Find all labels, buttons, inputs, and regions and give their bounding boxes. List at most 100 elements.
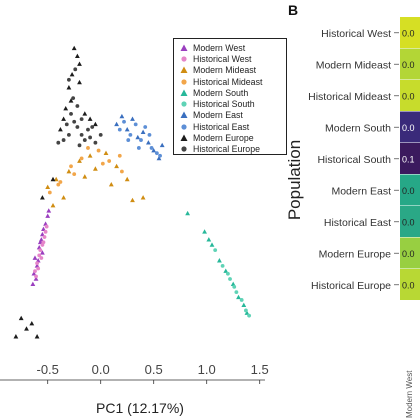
point-modern-mideast	[124, 176, 130, 182]
point-historical-south	[239, 298, 244, 302]
point-historical-east	[133, 122, 138, 127]
point-modern-east	[159, 142, 165, 148]
point-historical-europe	[61, 138, 66, 142]
point-historical-east	[128, 132, 133, 137]
point-modern-west	[38, 237, 44, 242]
point-modern-europe	[93, 121, 98, 127]
heatmap-cell	[400, 237, 420, 269]
point-historical-south	[228, 277, 232, 281]
point-historical-east	[139, 138, 143, 142]
point-modern-mideast	[140, 195, 146, 200]
heatmap-cell	[400, 111, 420, 143]
legend-item: Historical Europe	[179, 144, 286, 155]
x-tick-label: 0.0	[92, 362, 110, 377]
point-modern-europe	[69, 71, 75, 77]
point-modern-south	[236, 294, 241, 300]
heatmap-row-label: Historical Mideast	[308, 91, 391, 103]
heatmap-cell	[400, 17, 420, 48]
legend: Modern West Historical West Modern Mideast…	[173, 38, 287, 155]
point-historical-europe	[69, 111, 73, 116]
heatmap-y-axis-title: Population	[285, 140, 304, 220]
point-modern-mideast	[93, 166, 98, 171]
point-modern-mideast	[82, 174, 88, 179]
point-modern-west	[45, 213, 51, 218]
point-historical-europe	[75, 104, 80, 108]
point-modern-europe	[13, 334, 19, 339]
point-modern-mideast	[61, 195, 66, 200]
point-historical-europe	[82, 138, 87, 142]
legend-label: Historical East	[193, 121, 250, 132]
point-historical-mideast	[120, 169, 124, 174]
point-modern-europe	[77, 79, 82, 85]
point-modern-europe	[40, 195, 45, 200]
point-historical-europe	[71, 96, 76, 101]
heatmap-cell	[400, 174, 420, 206]
point-historical-south	[232, 284, 237, 289]
legend-label: Modern East	[193, 110, 243, 121]
point-historical-mideast	[79, 156, 84, 161]
point-historical-west	[34, 274, 38, 279]
point-modern-south	[206, 237, 212, 242]
heatmap-column-label: Modern West	[405, 370, 414, 418]
point-modern-europe	[29, 320, 35, 326]
point-modern-europe	[18, 315, 24, 321]
point-modern-europe	[77, 61, 82, 66]
legend-item: Modern East	[179, 110, 286, 121]
point-historical-east	[122, 119, 126, 124]
point-historical-europe	[86, 127, 90, 132]
point-modern-east	[135, 134, 141, 140]
heatmap: Population Historical West 0.0 Modern Midea…	[285, 17, 420, 418]
triangle-marker-icon	[179, 133, 189, 143]
circle-marker-icon	[179, 54, 189, 64]
point-modern-west	[40, 231, 45, 237]
point-historical-south	[213, 248, 218, 253]
legend-item: Historical Mideast	[179, 76, 286, 87]
point-modern-south	[230, 281, 236, 287]
point-historical-europe	[93, 140, 98, 145]
point-historical-europe	[73, 67, 78, 72]
point-modern-west	[32, 255, 38, 260]
point-historical-mideast	[86, 146, 90, 150]
point-historical-east	[117, 127, 122, 132]
point-modern-south	[202, 229, 207, 234]
point-historical-west	[41, 240, 46, 245]
legend-item: Modern South	[179, 87, 286, 98]
point-modern-east	[130, 116, 135, 121]
heatmap-cell	[400, 48, 420, 80]
x-axis: -0.5 0.0 0.5 1.0 1.5	[0, 362, 269, 384]
point-historical-west	[44, 224, 49, 229]
heatmap-cell-value: 0.0	[402, 91, 415, 101]
point-modern-mideast	[66, 168, 72, 174]
heatmap-cell	[400, 80, 420, 111]
triangle-marker-icon	[179, 65, 189, 75]
point-modern-west	[30, 281, 36, 287]
legend-label: Historical West	[193, 53, 252, 64]
point-modern-west	[41, 226, 46, 231]
legend-item: Modern West	[179, 42, 286, 53]
point-historical-west	[36, 266, 41, 271]
legend-label: Historical Europe	[193, 144, 260, 155]
legend-item: Modern Europe	[179, 132, 286, 143]
point-historical-east	[126, 138, 131, 142]
point-modern-mideast	[50, 203, 56, 208]
point-modern-europe	[61, 116, 66, 121]
legend-label: Modern South	[193, 87, 249, 98]
point-historical-south	[247, 313, 252, 318]
point-modern-europe	[71, 45, 77, 51]
circle-marker-icon	[179, 144, 189, 154]
point-historical-mideast	[69, 164, 73, 169]
heatmap-row-label: Historical Europe	[311, 280, 391, 292]
point-modern-east	[146, 140, 151, 145]
point-modern-europe	[74, 53, 80, 59]
point-modern-mideast	[77, 158, 82, 163]
point-historical-mideast	[117, 153, 122, 158]
point-historical-europe	[98, 132, 103, 137]
heatmap-cell-value: 0.0	[402, 217, 415, 227]
point-historical-west	[35, 261, 39, 266]
pca-scatter-plot: -0.5 0.0 0.5 1.0 1.5	[0, 45, 269, 384]
panel-letter: B	[288, 2, 299, 18]
legend-item: Historical East	[179, 121, 286, 132]
heatmap-row-label: Historical South	[317, 154, 391, 166]
point-modern-west	[31, 271, 37, 276]
heatmap-cell-value: 0.1	[402, 154, 415, 164]
